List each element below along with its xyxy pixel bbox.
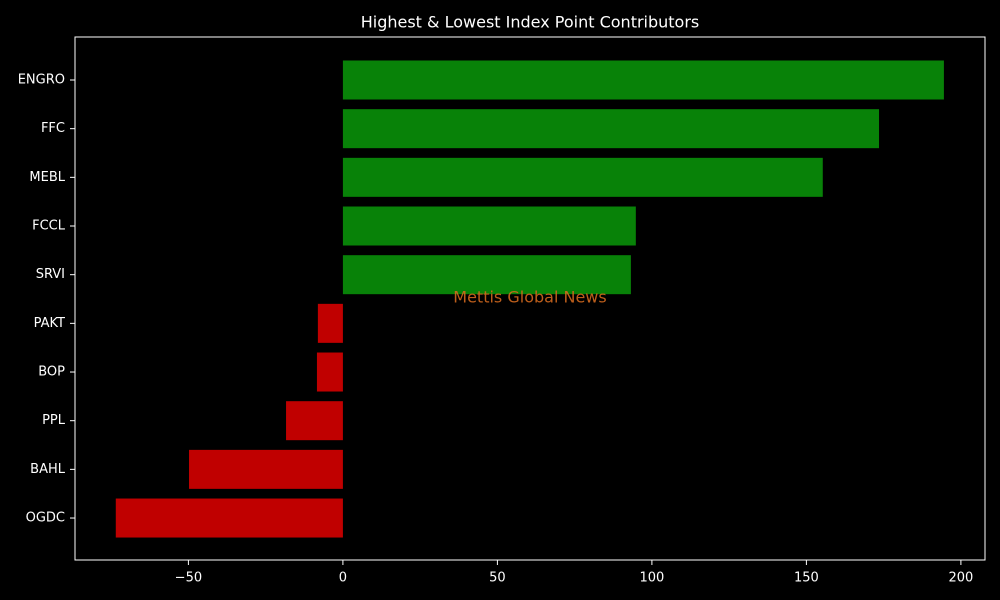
x-tick-label: 0 — [339, 571, 347, 586]
bar — [342, 206, 636, 246]
y-tick-label: PPL — [42, 413, 66, 428]
bar — [115, 498, 343, 538]
y-tick-label: FFC — [41, 121, 65, 136]
bar — [342, 60, 944, 100]
bar — [189, 449, 343, 489]
bar — [286, 401, 343, 441]
plot-area: −50 0 50 100 150 200 ENGRO FFC MEBL FCCL SRVI PAKT B… — [18, 60, 973, 586]
watermark: Mettis Global News — [453, 288, 606, 307]
chart-title: Highest & Lowest Index Point Contributor… — [361, 13, 700, 32]
bar — [342, 157, 823, 197]
y-tick-label: BOP — [38, 365, 65, 380]
y-tick-label: FCCL — [32, 219, 66, 234]
x-tick-label: 150 — [794, 571, 819, 586]
bar — [317, 303, 343, 343]
x-tick-label: 200 — [948, 571, 973, 586]
x-tick-label: 100 — [639, 571, 664, 586]
x-tick-label: 50 — [489, 571, 506, 586]
plot-frame — [74, 36, 986, 561]
bar — [342, 109, 880, 149]
y-tick-label: BAHL — [30, 462, 66, 477]
y-tick-label: PAKT — [34, 316, 65, 331]
y-tick-label: SRVI — [36, 267, 65, 282]
bar — [342, 255, 631, 295]
y-tick-label: OGDC — [26, 511, 65, 526]
bar — [316, 352, 343, 392]
y-tick-label: ENGRO — [18, 73, 65, 88]
y-tick-label: MEBL — [29, 170, 65, 185]
x-tick-label: −50 — [175, 571, 202, 586]
